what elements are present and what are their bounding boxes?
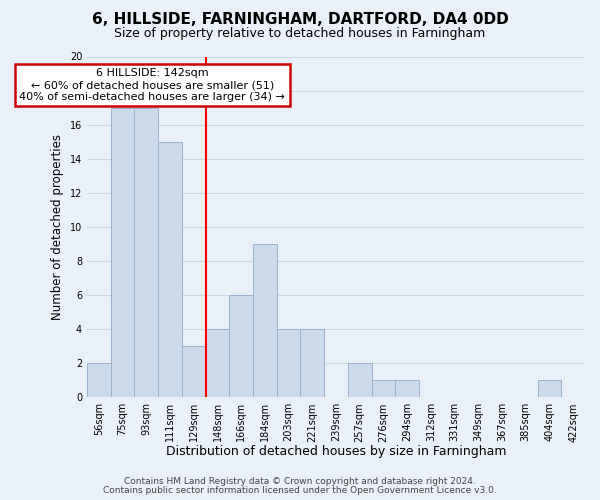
X-axis label: Distribution of detached houses by size in Farningham: Distribution of detached houses by size … — [166, 444, 506, 458]
Bar — [538, 380, 561, 398]
Bar — [87, 364, 111, 398]
Y-axis label: Number of detached properties: Number of detached properties — [51, 134, 64, 320]
Bar — [111, 108, 134, 398]
Text: Contains public sector information licensed under the Open Government Licence v3: Contains public sector information licen… — [103, 486, 497, 495]
Text: Size of property relative to detached houses in Farningham: Size of property relative to detached ho… — [115, 28, 485, 40]
Bar — [229, 295, 253, 398]
Bar — [277, 329, 301, 398]
Text: 6, HILLSIDE, FARNINGHAM, DARTFORD, DA4 0DD: 6, HILLSIDE, FARNINGHAM, DARTFORD, DA4 0… — [92, 12, 508, 28]
Bar — [206, 329, 229, 398]
Bar — [158, 142, 182, 398]
Bar — [371, 380, 395, 398]
Text: Contains HM Land Registry data © Crown copyright and database right 2024.: Contains HM Land Registry data © Crown c… — [124, 477, 476, 486]
Bar — [348, 364, 371, 398]
Bar — [301, 329, 324, 398]
Bar — [134, 108, 158, 398]
Bar — [395, 380, 419, 398]
Bar — [182, 346, 206, 398]
Bar — [253, 244, 277, 398]
Text: 6 HILLSIDE: 142sqm
← 60% of detached houses are smaller (51)
40% of semi-detache: 6 HILLSIDE: 142sqm ← 60% of detached hou… — [19, 68, 285, 102]
